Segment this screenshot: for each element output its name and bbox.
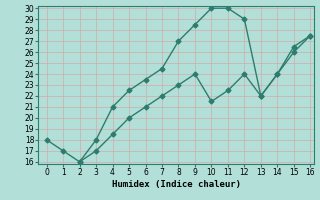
X-axis label: Humidex (Indice chaleur): Humidex (Indice chaleur) (111, 180, 241, 189)
